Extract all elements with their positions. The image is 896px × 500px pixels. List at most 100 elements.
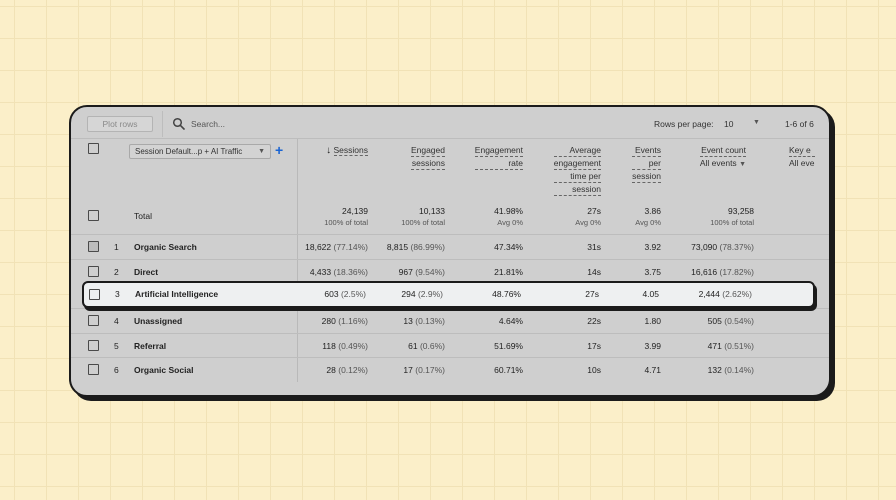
cell-value: 16,616 xyxy=(691,267,718,277)
cell-average-time: 22s xyxy=(587,316,601,326)
cell-sessions: 280 (1.16%) xyxy=(322,316,368,326)
event-filter-select[interactable]: All events ▼ xyxy=(700,157,746,171)
cell-value: 603 xyxy=(324,289,339,299)
caret-down-icon: ▼ xyxy=(739,161,746,168)
header-text: Key e xyxy=(789,144,815,157)
row-checkbox[interactable] xyxy=(88,340,99,351)
header-text: time per xyxy=(553,170,601,183)
header-text: Event count xyxy=(699,145,746,157)
caret-down-icon: ▼ xyxy=(258,148,265,155)
cell-events-per-session: 3.99 xyxy=(644,341,661,351)
cell-event-count: 471 (0.51%) xyxy=(708,341,754,351)
table-row[interactable]: 1 Organic Search 18,622 (77.14%) 8,815 (… xyxy=(71,234,829,258)
header-average-engagement-time[interactable]: Average engagement time per session xyxy=(553,144,601,196)
table-row[interactable]: 5 Referral 118 (0.49%) 61 (0.6%) 51.69% … xyxy=(71,333,829,357)
cell-engagement-rate: 21.81% xyxy=(494,267,523,277)
row-channel-name[interactable]: Organic Search xyxy=(134,242,197,252)
header-engagement-rate[interactable]: Engagement rate xyxy=(474,144,523,170)
header-events-per-session[interactable]: Events per session xyxy=(632,144,661,183)
table-row[interactable]: 2 Direct 4,433 (18.36%) 967 (9.54%) 21.8… xyxy=(71,259,829,283)
cell-value: 73,090 xyxy=(691,242,718,252)
search-icon[interactable] xyxy=(172,117,186,131)
plot-rows-button[interactable]: Plot rows xyxy=(87,116,153,132)
header-engaged-sessions[interactable]: Engaged sessions xyxy=(410,144,445,170)
cell-percent: (0.6%) xyxy=(419,341,445,351)
cell-engaged: 17 (0.17%) xyxy=(403,365,445,375)
header-text: Average xyxy=(553,144,601,157)
cell-percent: (0.12%) xyxy=(338,365,368,375)
cell-events-per-session: 3.92 xyxy=(644,242,661,252)
cell-engaged: 294 (2.9%) xyxy=(401,289,443,299)
header-text: per xyxy=(632,157,661,170)
cell-value: 294 xyxy=(401,289,416,299)
cell-engagement-rate: 51.69% xyxy=(494,341,523,351)
cell-percent: (0.17%) xyxy=(415,365,445,375)
cell-average-time: 10s xyxy=(587,365,601,375)
row-checkbox[interactable] xyxy=(89,289,100,300)
total-value: 10,133 xyxy=(419,206,445,216)
total-events-per-session: 3.86 Avg 0% xyxy=(635,205,661,229)
row-channel-name[interactable]: Artificial Intelligence xyxy=(135,289,219,299)
total-checkbox[interactable] xyxy=(88,210,99,221)
cell-value: 471 xyxy=(707,341,722,351)
cell-value: 280 xyxy=(321,316,336,326)
header-sessions[interactable]: ↓ Sessions xyxy=(326,144,368,157)
cell-engagement-rate: 48.76% xyxy=(492,289,521,299)
row-checkbox[interactable] xyxy=(88,364,99,375)
highlighted-row-artificial-intelligence[interactable]: 3 Artificial Intelligence 603 (2.5%) 294… xyxy=(82,281,815,308)
report-table-card: Plot rows Rows per page: 10 ▼ 1-6 of 6 S… xyxy=(69,105,831,397)
cell-sessions: 4,433 (18.36%) xyxy=(310,267,368,277)
cell-percent: (0.14%) xyxy=(724,365,754,375)
cell-value: 132 xyxy=(707,365,722,375)
row-checkbox[interactable] xyxy=(88,241,99,252)
dimension-select[interactable]: Session Default...p + AI Traffic ▼ xyxy=(129,144,271,159)
row-checkbox[interactable] xyxy=(88,266,99,277)
toolbar-divider xyxy=(162,111,163,137)
cell-value: 8,815 xyxy=(386,242,409,252)
search-input[interactable] xyxy=(191,117,311,131)
key-event-filter-label: All eve xyxy=(789,158,815,168)
cell-average-time: 31s xyxy=(587,242,601,252)
cell-percent: (0.54%) xyxy=(724,316,754,326)
row-channel-name[interactable]: Organic Social xyxy=(134,365,194,375)
add-dimension-icon[interactable]: + xyxy=(275,142,284,158)
cell-engaged: 8,815 (86.99%) xyxy=(387,242,445,252)
row-channel-name[interactable]: Unassigned xyxy=(134,316,183,326)
caret-down-icon[interactable]: ▼ xyxy=(753,119,760,126)
cell-percent: (86.99%) xyxy=(410,242,446,252)
total-engaged-sessions: 10,133 100% of total xyxy=(401,205,445,229)
table-toolbar: Plot rows Rows per page: 10 ▼ 1-6 of 6 xyxy=(71,107,829,139)
cell-percent: (78.37%) xyxy=(719,242,755,252)
row-channel-name[interactable]: Referral xyxy=(134,341,167,351)
column-divider xyxy=(297,139,298,382)
total-average-time: 27s Avg 0% xyxy=(575,205,601,229)
cell-value: 28 xyxy=(326,365,336,375)
row-channel-name[interactable]: Direct xyxy=(134,267,159,277)
cell-events-per-session: 4.71 xyxy=(644,365,661,375)
cell-percent: (1.16%) xyxy=(338,316,368,326)
rows-per-page-select[interactable]: 10 xyxy=(724,119,734,129)
table-row[interactable]: 6 Organic Social 28 (0.12%) 17 (0.17%) 6… xyxy=(71,357,829,381)
total-sub: Avg 0% xyxy=(575,218,601,227)
header-text: session xyxy=(553,183,601,196)
cell-event-count: 73,090 (78.37%) xyxy=(691,242,754,252)
cell-engagement-rate: 4.64% xyxy=(498,316,523,326)
row-number: 3 xyxy=(115,289,120,299)
header-key-events[interactable]: Key e All eve xyxy=(789,144,815,169)
total-event-count: 93,258 100% of total xyxy=(710,205,754,229)
cell-average-time: 14s xyxy=(587,267,601,277)
select-all-checkbox[interactable] xyxy=(88,143,99,154)
page-count: 1-6 of 6 xyxy=(785,119,814,129)
cell-value: 18,622 xyxy=(305,242,332,252)
header-event-count[interactable]: Event count All events ▼ xyxy=(699,144,746,171)
cell-percent: (0.49%) xyxy=(338,341,368,351)
header-text: session xyxy=(632,171,661,183)
table-row[interactable]: 4 Unassigned 280 (1.16%) 13 (0.13%) 4.64… xyxy=(71,308,829,332)
row-number: 6 xyxy=(114,365,119,375)
row-checkbox[interactable] xyxy=(88,315,99,326)
cell-event-count: 505 (0.54%) xyxy=(708,316,754,326)
cell-sessions: 28 (0.12%) xyxy=(326,365,368,375)
total-sub: Avg 0% xyxy=(497,218,523,227)
cell-event-count: 132 (0.14%) xyxy=(708,365,754,375)
cell-events-per-session: 1.80 xyxy=(644,316,661,326)
